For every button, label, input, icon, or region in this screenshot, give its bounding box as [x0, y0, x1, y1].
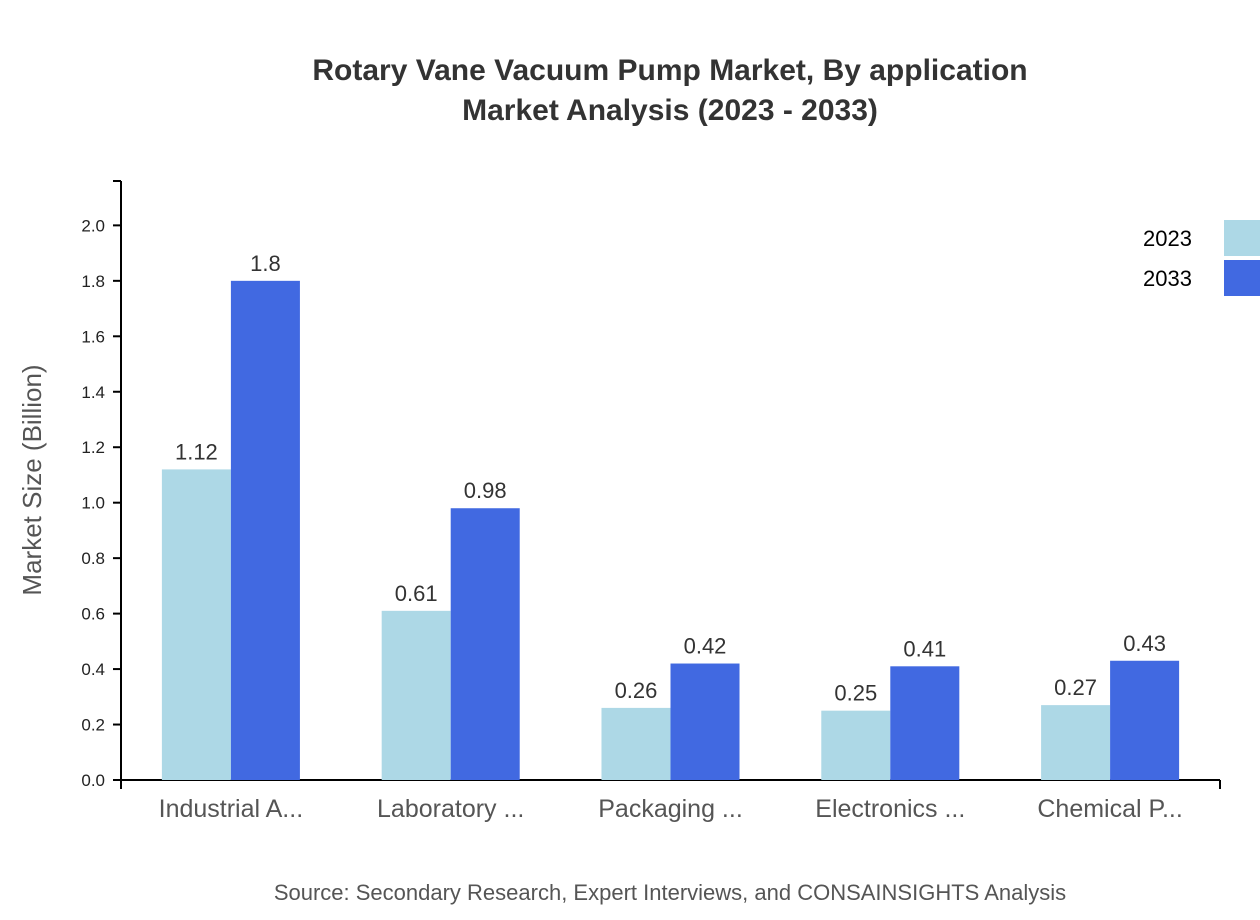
- data-label: 0.61: [395, 581, 438, 606]
- y-tick-label: 0.6: [81, 605, 105, 624]
- legend-label: 2033: [1143, 266, 1192, 291]
- data-label: 1.8: [250, 251, 281, 276]
- bar-2023: [1041, 705, 1111, 780]
- bar-2033: [890, 666, 960, 780]
- bars: 1.12 1.8 0.61 0.98 0.26 0.42 0.25 0.41 0.27 0.43: [161, 251, 1180, 780]
- data-label: 0.42: [684, 634, 727, 659]
- bar-2033: [230, 280, 300, 780]
- source-note: Source: Secondary Research, Expert Inter…: [274, 880, 1066, 905]
- x-tick-label: Industrial A...: [159, 795, 304, 823]
- data-label: 0.43: [1123, 631, 1166, 656]
- y-tick-label: 0.0: [81, 771, 105, 790]
- data-label: 0.98: [464, 478, 507, 503]
- x-axis: Industrial A... Laboratory ... Packaging .…: [120, 779, 1221, 823]
- data-label: 0.27: [1054, 675, 1097, 700]
- bar-2033: [670, 663, 740, 780]
- x-tick-label: Electronics ...: [815, 795, 965, 823]
- y-tick-label: 1.6: [81, 327, 105, 346]
- y-tick-label: 1.8: [81, 272, 105, 291]
- legend-swatch: [1224, 220, 1260, 256]
- bar-2023: [161, 469, 231, 780]
- chart-title: Rotary Vane Vacuum Pump Market, By appli…: [312, 54, 1027, 87]
- legend: 2023 2033: [1143, 220, 1260, 296]
- x-tick-label: Laboratory ...: [377, 795, 524, 823]
- y-axis: 0.0 0.2 0.4 0.6 0.8 1.0 1.2 1.4 1.6 1.8 2.0: [81, 180, 122, 790]
- bar-2023: [601, 707, 671, 780]
- data-label: 1.12: [175, 439, 218, 464]
- bar-2033: [450, 508, 520, 780]
- legend-swatch: [1224, 260, 1260, 296]
- chart-subtitle: Market Analysis (2023 - 2033): [462, 94, 878, 127]
- y-tick-label: 0.4: [81, 660, 105, 679]
- data-label: 0.41: [903, 636, 946, 661]
- data-label: 0.25: [834, 681, 877, 706]
- data-label: 0.26: [615, 678, 658, 703]
- bar-2033: [1110, 660, 1180, 780]
- y-tick-label: 2.0: [81, 216, 105, 235]
- y-tick-label: 0.2: [81, 716, 105, 735]
- x-tick-label: Chemical P...: [1037, 795, 1182, 823]
- y-tick-label: 1.0: [81, 494, 105, 513]
- x-tick-label: Packaging ...: [598, 795, 743, 823]
- bar-2023: [821, 710, 891, 780]
- bar-2023: [381, 610, 451, 780]
- y-tick-label: 1.4: [81, 383, 105, 402]
- y-tick-label: 0.8: [81, 549, 105, 568]
- y-axis-label: Market Size (Billion): [17, 364, 47, 595]
- legend-label: 2023: [1143, 226, 1192, 251]
- y-tick-label: 1.2: [81, 438, 105, 457]
